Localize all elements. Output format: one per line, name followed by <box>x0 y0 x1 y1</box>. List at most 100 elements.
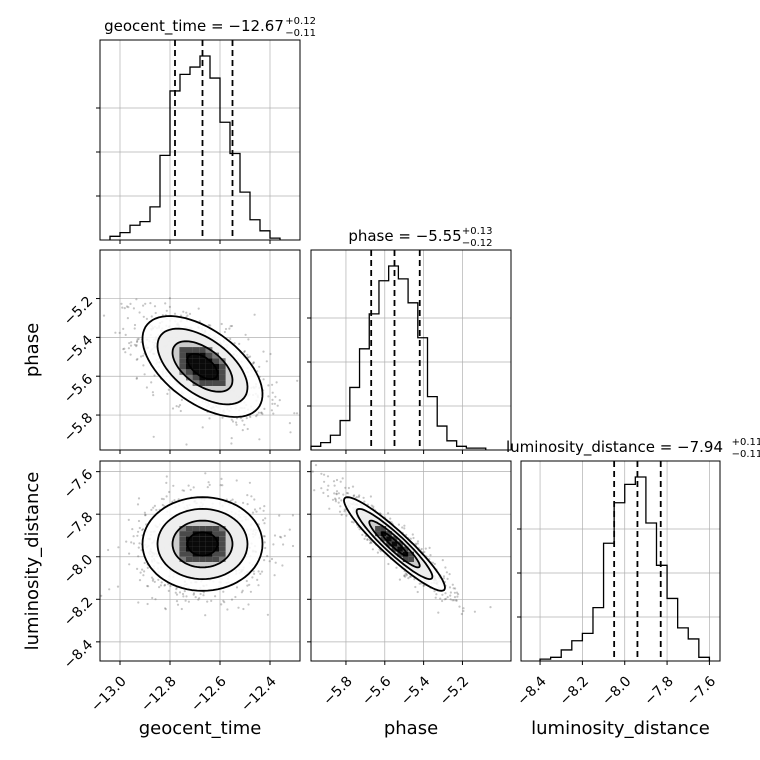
scatter-point <box>412 536 415 540</box>
density-cell-1 <box>199 536 206 542</box>
scatter-point <box>362 496 365 499</box>
scatter-point <box>231 498 234 501</box>
scatter-point <box>454 587 457 590</box>
scatter-point <box>208 417 211 420</box>
scatter-point <box>278 514 281 517</box>
scatter-point <box>173 499 176 502</box>
density-cell-0 <box>205 374 213 381</box>
scatter-point <box>322 491 325 494</box>
density-cell-1 <box>219 536 226 542</box>
density-cell-1 <box>199 526 206 532</box>
density-cell-0 <box>219 369 226 375</box>
scatter-point <box>145 317 148 320</box>
scatter-point <box>351 485 355 488</box>
axes-frame-pair-2 <box>310 460 512 662</box>
scatter-point <box>230 442 233 445</box>
scatter-point <box>222 590 225 593</box>
density-cell-1 <box>219 556 226 562</box>
scatter-point <box>137 546 140 549</box>
histogram-geocent_time <box>109 55 281 240</box>
scatter-point <box>449 594 452 597</box>
scatter-point <box>194 596 197 599</box>
ytick-label-luminosity_distance-1: −8.2 <box>61 594 96 629</box>
contour-line-1-2 <box>156 507 249 581</box>
density-cell-1 <box>199 551 206 557</box>
scatter-point <box>234 595 237 599</box>
scatter-point <box>128 342 131 345</box>
ytick-label-phase-1: −5.6 <box>61 371 96 406</box>
scatter-point <box>335 493 338 496</box>
density-cell-1 <box>186 526 193 532</box>
scatter-point <box>370 541 373 545</box>
scatter-point <box>158 586 161 589</box>
density-cell-0 <box>212 380 219 386</box>
scatter-point <box>228 327 231 330</box>
scatter-point <box>187 484 190 487</box>
scatter-point <box>320 472 323 475</box>
scatter-point <box>268 560 271 563</box>
xtick-label-geocent_time-3: −12.4 <box>238 673 280 715</box>
scatter-point <box>335 490 339 493</box>
scatter-point <box>249 415 252 419</box>
scatter-point <box>230 418 233 421</box>
density-cell-1 <box>186 541 193 547</box>
scatter-point <box>291 544 295 548</box>
scatter-point <box>260 411 263 414</box>
scatter-point <box>403 574 406 578</box>
scatter-point <box>142 304 145 307</box>
scatter-point <box>243 423 246 426</box>
scatter-point <box>124 333 127 336</box>
scatter-point <box>281 564 284 567</box>
scatter-point <box>141 528 144 532</box>
density-cell-2 <box>402 546 409 552</box>
scatter-point <box>138 526 141 530</box>
scatter-point <box>167 388 170 391</box>
contour-line-0-3 <box>141 315 264 418</box>
scatter-point <box>458 605 461 608</box>
density-cell-1 <box>205 526 213 532</box>
scatter-point <box>188 312 192 315</box>
density-cell-1 <box>199 546 206 552</box>
scatter-point <box>247 356 250 359</box>
scatter-point <box>273 402 276 405</box>
scatter-point <box>451 583 454 586</box>
scatter-point <box>449 591 452 594</box>
scatter-point <box>265 360 268 363</box>
density-cell-2 <box>391 541 398 547</box>
scatter-point <box>369 542 372 545</box>
ytick-label-phase-3: −5.2 <box>61 294 96 329</box>
scatter-point <box>137 555 140 558</box>
scatter-point <box>445 571 448 574</box>
density-cell-0 <box>205 352 213 359</box>
histogram-luminosity_distance <box>539 476 711 661</box>
density-cell-1 <box>205 546 213 552</box>
scatter-point <box>352 521 355 524</box>
scatter-point <box>291 514 294 517</box>
scatter-point <box>326 488 329 491</box>
scatter-point <box>248 481 251 484</box>
scatter-point <box>452 587 455 590</box>
scatter-point <box>178 404 182 407</box>
scatter-point <box>273 574 276 577</box>
scatter-point <box>260 570 264 573</box>
scatter-point <box>326 475 330 478</box>
scatter-point <box>409 575 412 578</box>
scatter-point <box>235 586 239 589</box>
scatter-point <box>295 412 299 415</box>
density-cell-0 <box>212 352 219 359</box>
scatter-point <box>411 533 414 536</box>
density-cell-1 <box>199 531 206 537</box>
scatter-point <box>460 612 463 616</box>
scatter-point <box>241 589 244 592</box>
scatter-point <box>446 577 449 581</box>
scatter-point <box>160 497 163 500</box>
scatter-point <box>259 572 262 576</box>
scatter-point <box>260 411 263 414</box>
scatter-point <box>169 584 172 588</box>
scatter-point <box>264 517 267 520</box>
scatter-point <box>163 584 166 587</box>
scatter-point <box>337 501 340 504</box>
scatter-point <box>370 504 373 507</box>
density-cell-2 <box>397 546 403 552</box>
scatter-point <box>231 420 235 423</box>
